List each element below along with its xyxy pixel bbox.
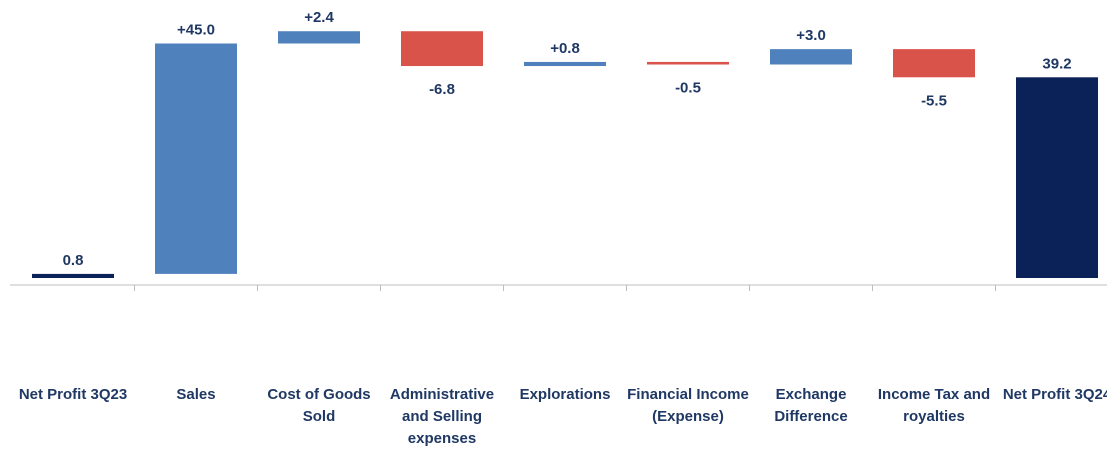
bar: [32, 273, 114, 278]
value-label: +45.0: [177, 21, 215, 38]
value-label: 0.8: [63, 252, 84, 269]
bar: [524, 61, 606, 67]
value-label: -6.8: [429, 81, 455, 98]
value-label: +0.8: [550, 40, 580, 57]
category-label: Explorations: [519, 386, 611, 403]
value-label: -0.5: [675, 79, 701, 96]
value-label: -5.5: [921, 92, 947, 109]
category-label: Net Profit 3Q23: [18, 386, 128, 403]
value-label: +3.0: [796, 27, 826, 44]
bar: [401, 31, 483, 67]
bar: [893, 49, 975, 78]
category-label: Income Tax and royalties: [877, 386, 991, 425]
value-label: 39.2: [1042, 55, 1071, 72]
category-label: Sales: [176, 386, 216, 403]
value-label: +2.4: [304, 9, 334, 26]
bar: [1016, 77, 1098, 279]
bar: [647, 61, 729, 65]
bar: [770, 49, 852, 65]
category-label: Administrative and Selling expenses: [389, 386, 495, 447]
category-label: Net Profit 3Q24: [1002, 386, 1107, 403]
category-label: Financial Income (Expense): [627, 386, 749, 425]
bar: [278, 31, 360, 44]
category-label: Cost of Goods Sold: [267, 386, 371, 425]
bar: [155, 43, 237, 274]
category-label: Exchange Difference: [774, 386, 848, 425]
